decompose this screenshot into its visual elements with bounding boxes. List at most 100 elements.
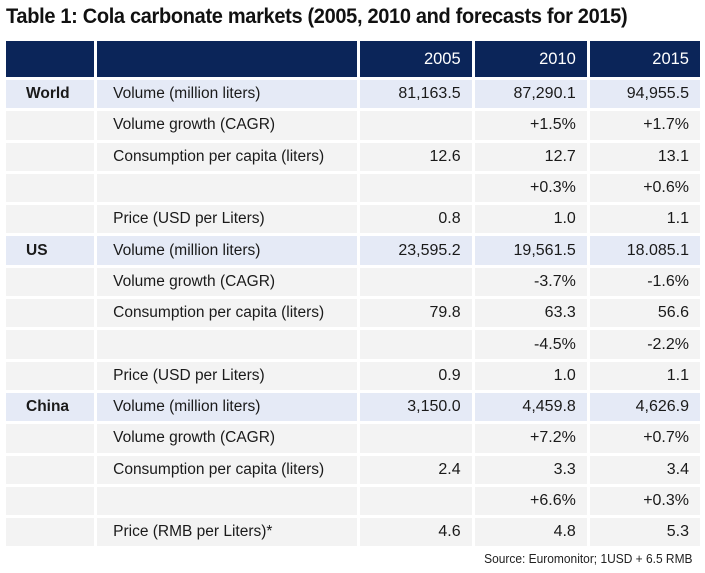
value-cell-2015: 1.1 <box>589 361 700 390</box>
region-cell <box>6 205 95 234</box>
value-cell-2005: 12.6 <box>359 142 472 171</box>
value-cell-2010: +7.2% <box>474 424 587 453</box>
region-cell: China <box>6 392 95 422</box>
value-cell-2005: 23,595.2 <box>359 236 472 265</box>
region-cell <box>6 361 95 390</box>
value-cell-2005: 81,163.5 <box>359 80 472 109</box>
region-cell <box>6 142 95 171</box>
source-note: Source: Euromonitor; 1USD + 6.5 RMB <box>484 551 693 566</box>
value-cell-2005 <box>359 173 472 203</box>
value-cell-2010: 19,561.5 <box>474 236 587 265</box>
metric-cell <box>97 330 357 359</box>
value-cell-2010: 3.3 <box>474 455 587 484</box>
region-cell: US <box>6 236 95 265</box>
value-cell-2015: +0.3% <box>589 486 700 516</box>
metric-cell: Volume growth (CAGR) <box>97 111 357 140</box>
region-cell <box>6 455 95 484</box>
value-cell-2010: 63.3 <box>474 299 587 328</box>
table-row: +0.3% +0.6% <box>6 173 700 203</box>
value-cell-2010: -3.7% <box>474 267 587 297</box>
table-row: China Volume (million liters) 3,150.0 4,459… <box>6 392 700 422</box>
metric-cell: Volume growth (CAGR) <box>97 267 357 297</box>
value-cell-2010: -4.5% <box>474 330 587 359</box>
value-cell-2005: 0.8 <box>359 205 472 234</box>
header-region <box>6 41 95 77</box>
value-cell-2015: 56.6 <box>589 299 700 328</box>
value-cell-2010: 87,290.1 <box>474 80 587 109</box>
metric-cell: Price (RMB per Liters)* <box>97 518 357 547</box>
region-cell <box>6 518 95 547</box>
region-cell <box>6 173 95 203</box>
value-cell-2005 <box>359 424 472 453</box>
table-title: Table 1: Cola carbonate markets (2005, 2… <box>6 4 628 28</box>
value-cell-2015: 13.1 <box>589 142 700 171</box>
table-row: Price (RMB per Liters)* 4.6 4.8 5.3 <box>6 518 700 547</box>
value-cell-2005: 4.6 <box>359 518 472 547</box>
table-row: -4.5% -2.2% <box>6 330 700 359</box>
value-cell-2005: 2.4 <box>359 455 472 484</box>
table-row: Consumption per capita (liters) 2.4 3.3 3.4 <box>6 455 700 484</box>
region-cell <box>6 299 95 328</box>
value-cell-2015: 4,626.9 <box>589 392 700 422</box>
metric-cell: Consumption per capita (liters) <box>97 142 357 171</box>
metric-cell <box>97 486 357 516</box>
metric-cell: Consumption per capita (liters) <box>97 455 357 484</box>
header-year-2005: 2005 <box>359 41 472 77</box>
metric-cell: Volume (million liters) <box>97 80 357 109</box>
value-cell-2005 <box>359 486 472 516</box>
value-cell-2005 <box>359 330 472 359</box>
header-metric <box>97 41 357 77</box>
table-row: Volume growth (CAGR) +1.5% +1.7% <box>6 111 700 140</box>
value-cell-2015: 1.1 <box>589 205 700 234</box>
value-cell-2015: +0.7% <box>589 424 700 453</box>
value-cell-2010: +6.6% <box>474 486 587 516</box>
metric-cell: Volume (million liters) <box>97 392 357 422</box>
cola-markets-table: 2005 2010 2015 World Volume (million lite… <box>3 38 703 549</box>
region-cell: World <box>6 80 95 109</box>
header-year-2015: 2015 <box>589 41 700 77</box>
value-cell-2015: -1.6% <box>589 267 700 297</box>
table-row: US Volume (million liters) 23,595.2 19,561.… <box>6 236 700 265</box>
value-cell-2015: -2.2% <box>589 330 700 359</box>
value-cell-2010: 1.0 <box>474 205 587 234</box>
value-cell-2015: 5.3 <box>589 518 700 547</box>
table-row: Volume growth (CAGR) -3.7% -1.6% <box>6 267 700 297</box>
value-cell-2015: 3.4 <box>589 455 700 484</box>
table-header-row: 2005 2010 2015 <box>6 41 700 77</box>
metric-cell: Consumption per capita (liters) <box>97 299 357 328</box>
region-cell <box>6 267 95 297</box>
value-cell-2005 <box>359 111 472 140</box>
region-cell <box>6 330 95 359</box>
value-cell-2010: 12.7 <box>474 142 587 171</box>
value-cell-2010: +0.3% <box>474 173 587 203</box>
metric-cell: Price (USD per Liters) <box>97 205 357 234</box>
table-row: Price (USD per Liters) 0.9 1.0 1.1 <box>6 361 700 390</box>
value-cell-2010: 1.0 <box>474 361 587 390</box>
header-year-2010: 2010 <box>474 41 587 77</box>
value-cell-2015: 18.085.1 <box>589 236 700 265</box>
table-row: Consumption per capita (liters) 12.6 12.7 1… <box>6 142 700 171</box>
value-cell-2010: 4,459.8 <box>474 392 587 422</box>
value-cell-2010: 4.8 <box>474 518 587 547</box>
region-cell <box>6 424 95 453</box>
region-cell <box>6 111 95 140</box>
table-row: Volume growth (CAGR) +7.2% +0.7% <box>6 424 700 453</box>
metric-cell: Volume (million liters) <box>97 236 357 265</box>
table-row: Consumption per capita (liters) 79.8 63.3 5… <box>6 299 700 328</box>
metric-cell <box>97 173 357 203</box>
metric-cell: Volume growth (CAGR) <box>97 424 357 453</box>
table-row: +6.6% +0.3% <box>6 486 700 516</box>
table-row: World Volume (million liters) 81,163.5 87,2… <box>6 80 700 109</box>
value-cell-2005: 79.8 <box>359 299 472 328</box>
value-cell-2010: +1.5% <box>474 111 587 140</box>
table-body: World Volume (million liters) 81,163.5 87,2… <box>6 80 700 547</box>
value-cell-2015: +0.6% <box>589 173 700 203</box>
value-cell-2015: +1.7% <box>589 111 700 140</box>
value-cell-2015: 94,955.5 <box>589 80 700 109</box>
metric-cell: Price (USD per Liters) <box>97 361 357 390</box>
table-row: Price (USD per Liters) 0.8 1.0 1.1 <box>6 205 700 234</box>
value-cell-2005 <box>359 267 472 297</box>
value-cell-2005: 3,150.0 <box>359 392 472 422</box>
region-cell <box>6 486 95 516</box>
value-cell-2005: 0.9 <box>359 361 472 390</box>
